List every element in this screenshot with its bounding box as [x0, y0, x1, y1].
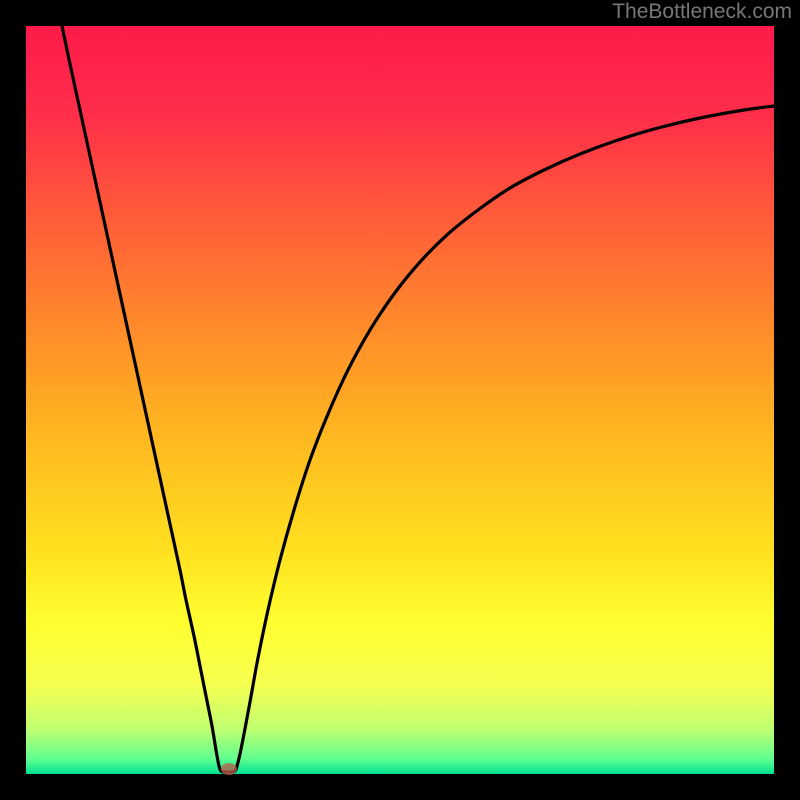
bottleneck-chart [0, 0, 800, 800]
chart-container: TheBottleneck.com [0, 0, 800, 800]
chart-plot-background [26, 26, 774, 774]
watermark-text: TheBottleneck.com [612, 0, 792, 24]
minimum-marker [221, 763, 237, 775]
